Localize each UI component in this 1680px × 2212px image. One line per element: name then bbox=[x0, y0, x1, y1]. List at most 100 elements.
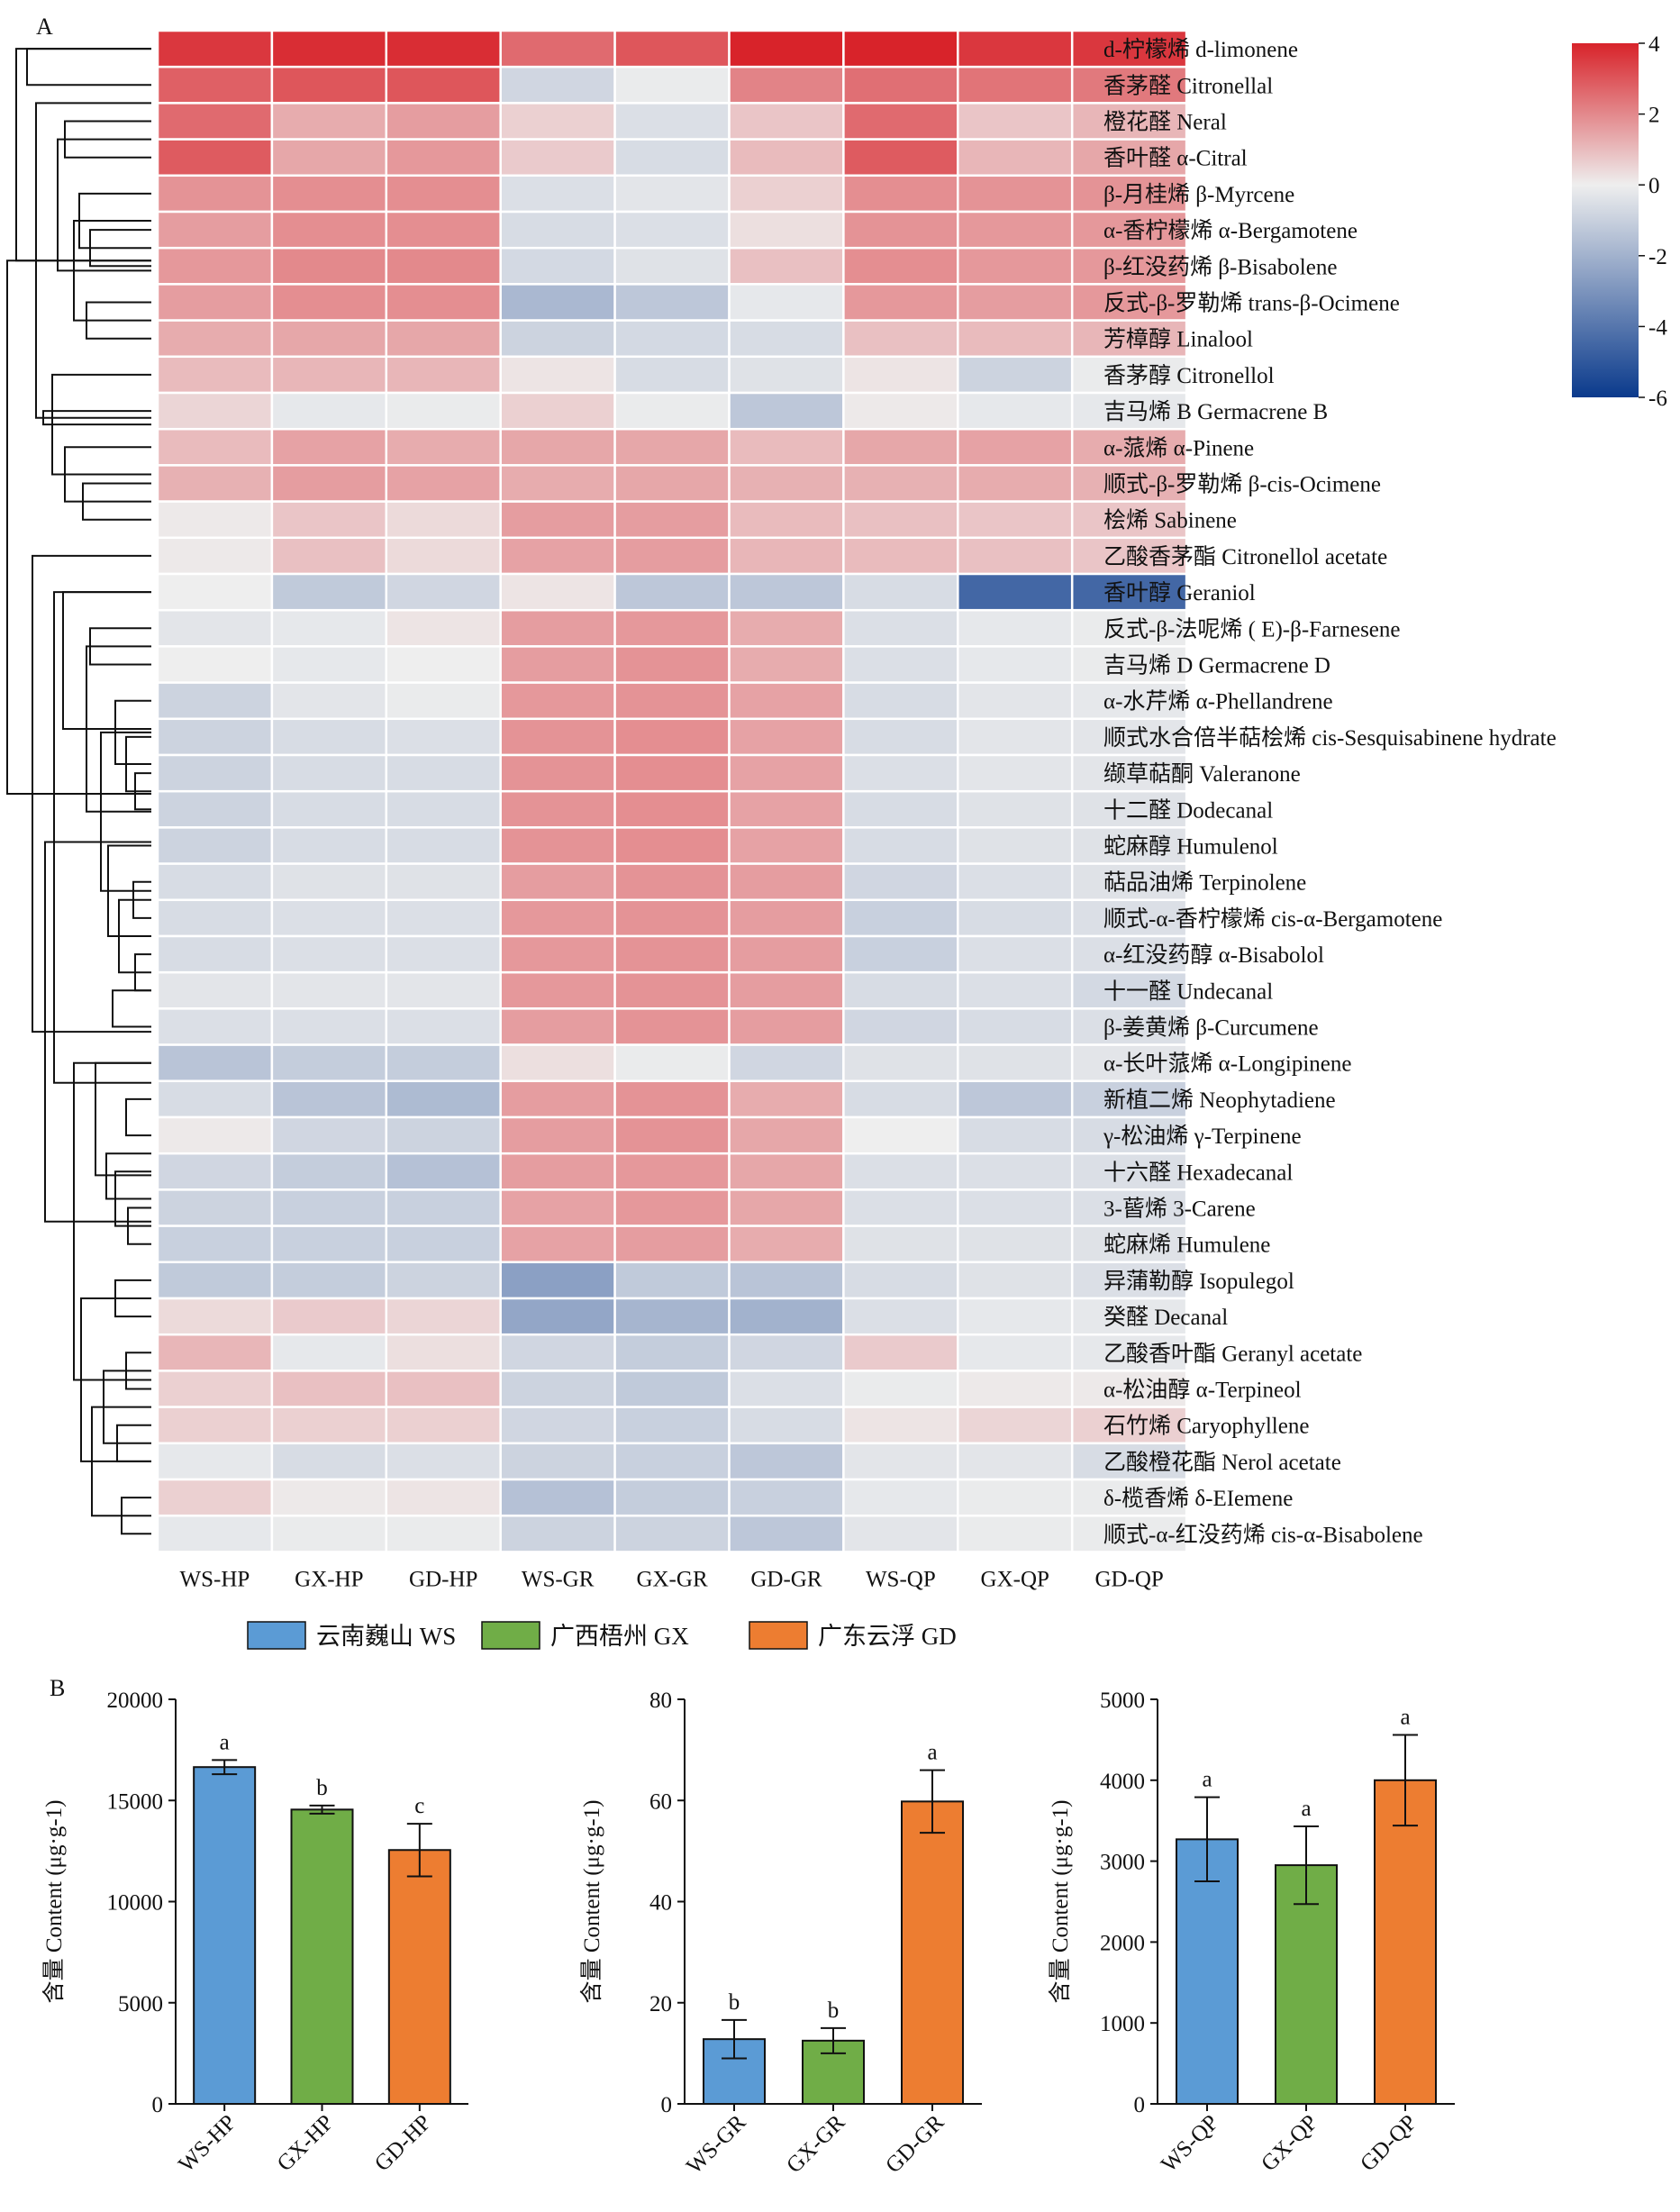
heatmap-cell bbox=[270, 1224, 388, 1264]
heatmap-cell bbox=[613, 29, 731, 68]
heatmap-cell bbox=[270, 65, 388, 105]
heatmap-cell bbox=[728, 319, 845, 359]
heatmap-cell bbox=[270, 1333, 388, 1372]
heatmap-cell bbox=[1070, 138, 1188, 178]
heatmap-cell bbox=[613, 138, 731, 178]
heatmap-cell bbox=[842, 1478, 959, 1517]
heatmap-row-label: 吉马烯 D Germacrene D bbox=[1103, 653, 1330, 678]
heatmap-cell bbox=[156, 1333, 274, 1372]
heatmap-cell bbox=[156, 102, 274, 141]
heatmap-cell bbox=[728, 717, 845, 757]
heatmap-cell bbox=[156, 1188, 274, 1227]
heatmap-cell bbox=[156, 608, 274, 648]
heatmap-cell bbox=[385, 283, 502, 322]
heatmap-cell bbox=[1070, 1333, 1188, 1372]
heatmap-cell bbox=[1070, 934, 1188, 974]
heatmap-cell bbox=[270, 138, 388, 178]
heatmap-row-label: 新植二烯 Neophytadiene bbox=[1103, 1088, 1336, 1113]
y-tick-label: 20000 bbox=[107, 1689, 164, 1713]
heatmap-cell bbox=[499, 283, 616, 322]
heatmap-cell bbox=[499, 1079, 616, 1119]
heatmap-cell bbox=[613, 1406, 731, 1445]
heatmap-cell bbox=[385, 1514, 502, 1553]
heatmap-cell bbox=[613, 210, 731, 250]
heatmap-cell bbox=[156, 681, 274, 721]
heatmap-cell bbox=[499, 1043, 616, 1083]
heatmap-cell bbox=[613, 102, 731, 141]
heatmap-cell bbox=[385, 1115, 502, 1155]
heatmap-cell bbox=[613, 681, 731, 721]
heatmap-row-label: 香叶醇 Geraniol bbox=[1103, 580, 1256, 605]
heatmap-cell bbox=[613, 1079, 731, 1119]
heatmap-cell bbox=[728, 1043, 845, 1083]
heatmap-cell bbox=[842, 717, 959, 757]
heatmap-row-label: α-松油醇 α-Terpineol bbox=[1103, 1378, 1302, 1403]
heatmap-cell bbox=[385, 898, 502, 938]
heatmap-cell bbox=[957, 1442, 1074, 1481]
heatmap-cell bbox=[156, 355, 274, 395]
heatmap-cell bbox=[842, 319, 959, 359]
heatmap-cell bbox=[842, 1007, 959, 1046]
heatmap-cell bbox=[499, 1406, 616, 1445]
y-tick-label: 0 bbox=[661, 2093, 673, 2117]
heatmap-cell bbox=[1070, 174, 1188, 214]
heatmap-row-label: δ-榄香烯 δ-EIemene bbox=[1103, 1486, 1293, 1511]
x-tick-label: GD-QP bbox=[1356, 2110, 1421, 2176]
heatmap-column-label: WS-HP bbox=[180, 1567, 250, 1591]
heatmap-cell bbox=[270, 536, 388, 576]
heatmap-column-label: GX-HP bbox=[295, 1567, 363, 1591]
heatmap-cell bbox=[842, 789, 959, 829]
heatmap-cell bbox=[728, 427, 845, 467]
heatmap-cell bbox=[385, 1043, 502, 1083]
heatmap-cell bbox=[842, 1261, 959, 1300]
heatmap-cell bbox=[270, 500, 388, 540]
heatmap-cell bbox=[957, 898, 1074, 938]
heatmap-cell bbox=[957, 753, 1074, 793]
heatmap-row-label: 十一醛 Undecanal bbox=[1103, 979, 1273, 1004]
heatmap-cell bbox=[728, 391, 845, 431]
heatmap-cell bbox=[270, 717, 388, 757]
heatmap-cell bbox=[156, 1370, 274, 1408]
significance-letter: c bbox=[414, 1794, 424, 1818]
y-axis-title: 含量 Content (μg·g-1) bbox=[41, 1800, 67, 2004]
heatmap-cell bbox=[385, 29, 502, 68]
legend-swatch bbox=[247, 1621, 306, 1650]
heatmap-cell bbox=[842, 826, 959, 865]
heatmap-cell bbox=[957, 1152, 1074, 1191]
heatmap-cell bbox=[1070, 862, 1188, 902]
heatmap-cell bbox=[499, 681, 616, 721]
heatmap-cell bbox=[385, 826, 502, 865]
panel-a-label: A bbox=[36, 14, 53, 40]
heatmap-cell bbox=[270, 174, 388, 214]
heatmap-row-label: 乙酸香茅酯 Citronellol acetate bbox=[1103, 544, 1387, 569]
heatmap-cell bbox=[728, 174, 845, 214]
heatmap-cell bbox=[728, 464, 845, 503]
heatmap-cell bbox=[957, 427, 1074, 467]
heatmap-cell bbox=[613, 970, 731, 1010]
heatmap-cell bbox=[957, 826, 1074, 865]
heatmap-row-label: 蛇麻醇 Humulenol bbox=[1103, 834, 1278, 860]
panel-b-label: B bbox=[50, 1675, 65, 1701]
heatmap-row-label: d-柠檬烯 d-limonene bbox=[1103, 37, 1298, 62]
heatmap-cell bbox=[613, 1442, 731, 1481]
heatmap-cell bbox=[385, 1370, 502, 1408]
heatmap-cell bbox=[613, 1261, 731, 1300]
heatmap-cell bbox=[270, 1370, 388, 1408]
heatmap-cell bbox=[1070, 1152, 1188, 1191]
heatmap-cell bbox=[842, 1406, 959, 1445]
significance-letter: a bbox=[220, 1730, 230, 1754]
heatmap-cell bbox=[499, 1115, 616, 1155]
colorbar-tick-label: 2 bbox=[1648, 104, 1660, 128]
x-tick-label: GX-QP bbox=[1257, 2110, 1322, 2176]
heatmap-row-label: 香茅醛 Citronellal bbox=[1103, 73, 1273, 98]
heatmap-cell bbox=[499, 1224, 616, 1264]
heatmap-cell bbox=[613, 1115, 731, 1155]
heatmap-cell bbox=[842, 102, 959, 141]
heatmap-cell bbox=[957, 464, 1074, 503]
heatmap-cell bbox=[613, 319, 731, 359]
heatmap-cell bbox=[499, 427, 616, 467]
heatmap-cell bbox=[957, 174, 1074, 214]
heatmap-cell bbox=[156, 1224, 274, 1264]
heatmap-cell bbox=[613, 717, 731, 757]
heatmap-cell bbox=[270, 1297, 388, 1336]
